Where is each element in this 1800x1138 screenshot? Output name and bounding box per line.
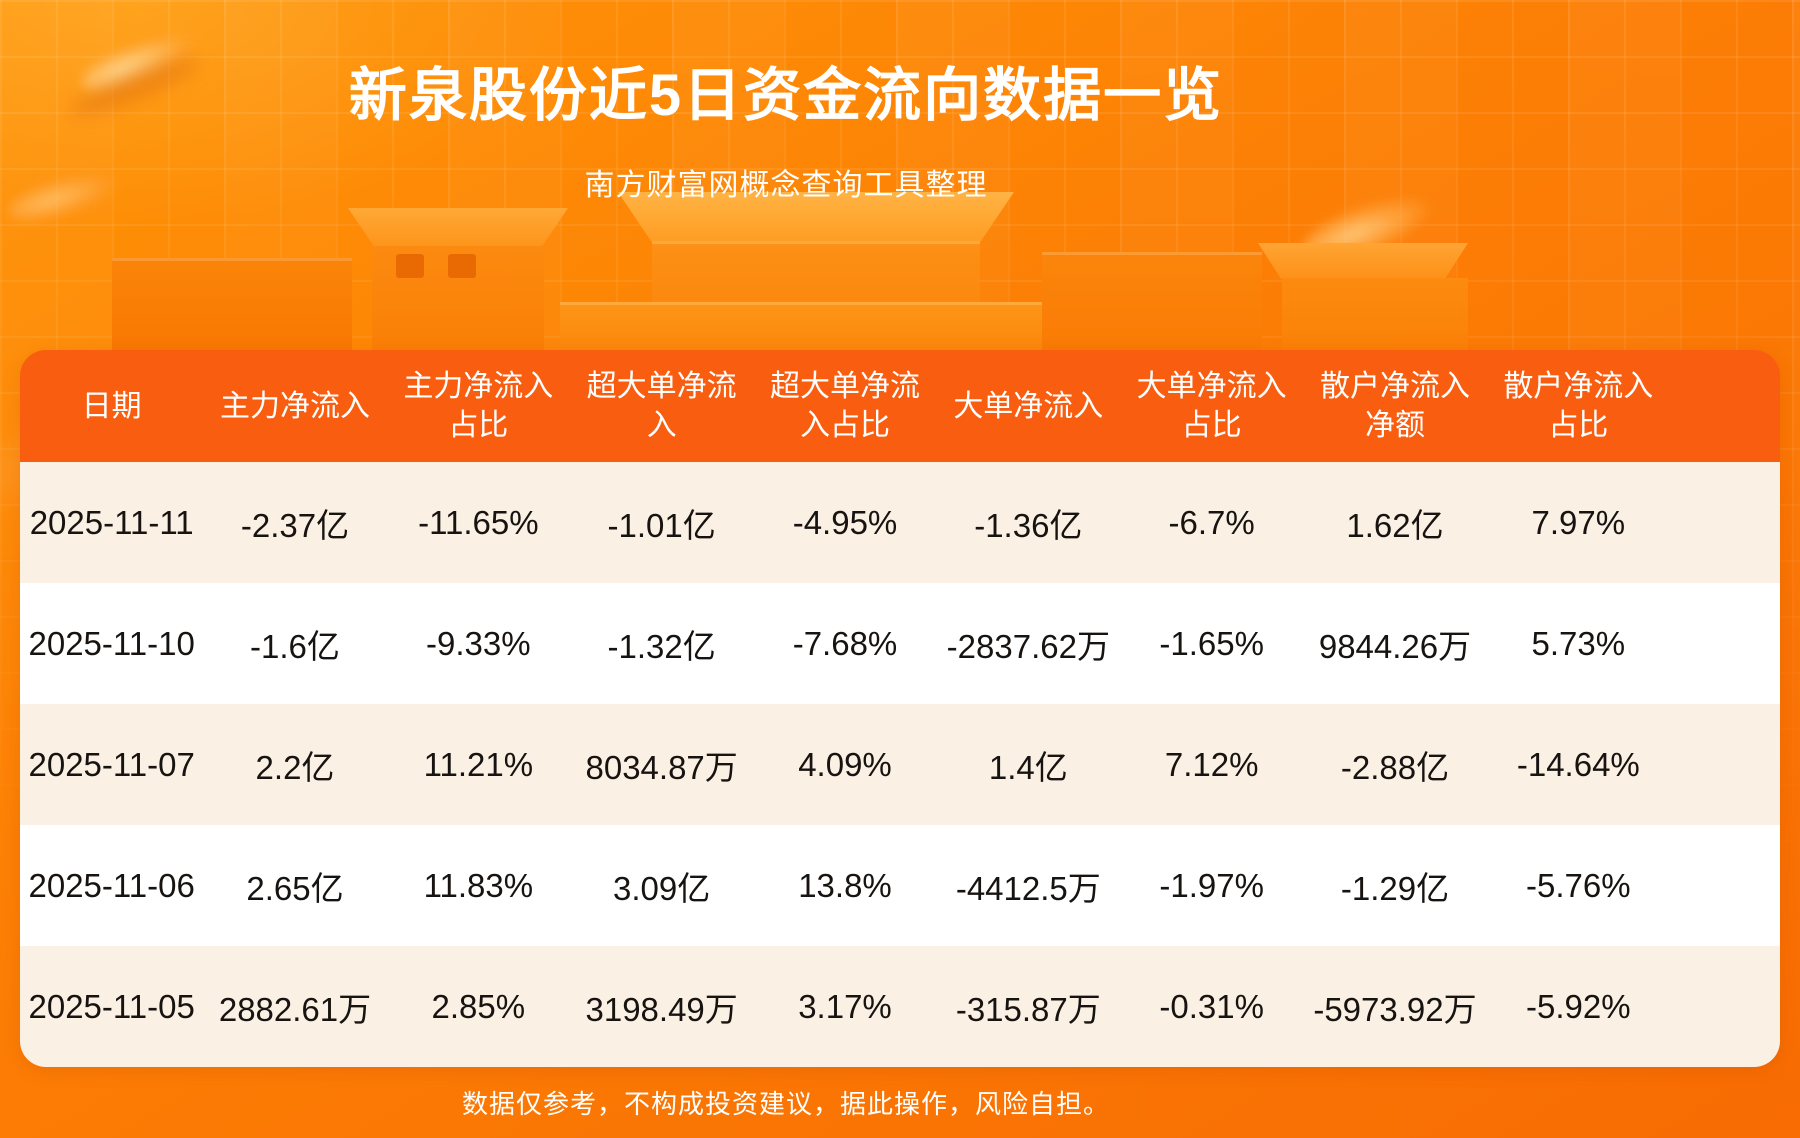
fund-flow-table: 日期 主力净流入 主力净流入占比 超大单净流入 超大单净流入占比 大单净流入 大单净流入占比… (20, 350, 1780, 1067)
footer-disclaimer: 数据仅参考，不构成投资建议，据此操作，风险自担。 (461, 1089, 1110, 1119)
date-cell: 2025-11-05 (28, 987, 195, 1025)
value-cell: -1.32亿 (607, 627, 716, 665)
value-cell: 3198.49万 (585, 990, 738, 1028)
value-cell: -1.29亿 (1340, 869, 1450, 907)
value-cell: -0.31% (1159, 987, 1264, 1025)
podium-box-top (1258, 243, 1468, 279)
value-cell: 13.8% (798, 866, 892, 904)
column-header: 大单净流入占比 (1136, 370, 1287, 442)
column-header: 主力净流入 (219, 389, 370, 423)
column-header: 散户净流入占比 (1503, 370, 1654, 442)
value-cell: -1.6亿 (250, 627, 340, 665)
column-header: 散户净流入净额 (1319, 370, 1470, 442)
value-cell: -14.64% (1516, 745, 1640, 783)
podium-box-front (1282, 278, 1468, 360)
date-cell: 2025-11-10 (28, 624, 195, 662)
value-cell: -9.33% (426, 624, 531, 662)
value-cell: 2.2亿 (255, 748, 335, 786)
podium-window (396, 254, 424, 278)
value-cell: 5.73% (1531, 624, 1626, 662)
podium-box-front (652, 241, 980, 363)
column-header: 大单净流入 (953, 389, 1104, 423)
podium-box-front (112, 258, 352, 363)
value-cell: -2.37亿 (240, 506, 350, 544)
value-cell: 7.97% (1531, 503, 1626, 541)
value-cell: -2.88亿 (1340, 748, 1450, 786)
date-cell: 2025-11-06 (28, 866, 195, 904)
value-cell: -1.65% (1159, 624, 1264, 662)
heading-block: 新泉股份近5日资金流向数据一览 南方财富网概念查询工具整理 (0, 0, 1572, 204)
value-cell: -2837.62万 (946, 627, 1110, 665)
column-header: 日期 (81, 389, 142, 423)
value-cell: -315.87万 (955, 990, 1101, 1028)
podium-box-front (1042, 252, 1262, 363)
value-cell: -5973.92万 (1313, 990, 1477, 1028)
value-cell: -5.92% (1526, 987, 1631, 1025)
table-body: S 南方财富网 outhmoney.com 2025-11-11-2.37亿-1… (20, 462, 1780, 1067)
value-cell: 11.83% (423, 866, 534, 904)
podium-box-front (372, 246, 544, 360)
value-cell: -7.68% (792, 624, 898, 662)
date-cell: 2025-11-07 (28, 745, 195, 783)
value-cell: 1.62亿 (1346, 506, 1444, 544)
value-cell: -1.01亿 (607, 506, 716, 544)
column-header: 主力净流入占比 (403, 370, 554, 442)
page-title: 新泉股份近5日资金流向数据一览 (348, 63, 1224, 128)
value-cell: -6.7% (1168, 503, 1255, 541)
table-row: 2025-11-06 2.65亿 11.83% 3.09亿 13.8% -4412.5万 -… (20, 825, 1780, 946)
value-cell: 4.09% (798, 745, 892, 783)
value-cell: 1.4亿 (988, 748, 1068, 786)
value-cell: 8034.87万 (585, 748, 738, 786)
date-cell: 2025-11-11 (29, 503, 194, 541)
podium-window (448, 254, 476, 278)
table-header-row: 日期 主力净流入 主力净流入占比 超大单净流入 超大单净流入占比 大单净流入 大单净流入占比… (20, 350, 1780, 462)
value-cell: -11.65% (418, 503, 539, 541)
podium-box-top (348, 208, 568, 247)
value-cell: -4412.5万 (955, 869, 1101, 907)
table-row: 2025-11-05 2882.61万 2.85% 3198.49万 3.17% -315… (20, 946, 1780, 1067)
value-cell: 3.17% (798, 987, 892, 1025)
table-row: 2025-11-07 2.2亿 11.21% 8034.87万 4.09% 1.4亿 7.1… (20, 704, 1780, 825)
value-cell: -1.36亿 (974, 506, 1083, 544)
value-cell: -1.97% (1159, 866, 1264, 904)
value-cell: 2.65亿 (246, 869, 344, 907)
value-cell: 3.09亿 (613, 869, 711, 907)
table-row: 2025-11-11 -2.37亿 -11.65% -1.01亿 -4.95% -1.36… (20, 462, 1780, 583)
value-cell: 2.85% (431, 987, 526, 1025)
value-cell: 7.12% (1164, 745, 1259, 783)
column-header: 超大单净流入 (586, 370, 737, 442)
value-cell: -5.76% (1526, 866, 1631, 904)
value-cell: 2882.61万 (218, 990, 372, 1028)
value-cell: 11.21% (423, 745, 534, 783)
value-cell: 9844.26万 (1318, 627, 1472, 665)
value-cell: -4.95% (792, 503, 898, 541)
table-row: 2025-11-10 -1.6亿 -9.33% -1.32亿 -7.68% -2837.6… (20, 583, 1780, 704)
column-header: 超大单净流入占比 (769, 370, 920, 442)
page-subtitle: 南方财富网概念查询工具整理 (584, 169, 988, 202)
